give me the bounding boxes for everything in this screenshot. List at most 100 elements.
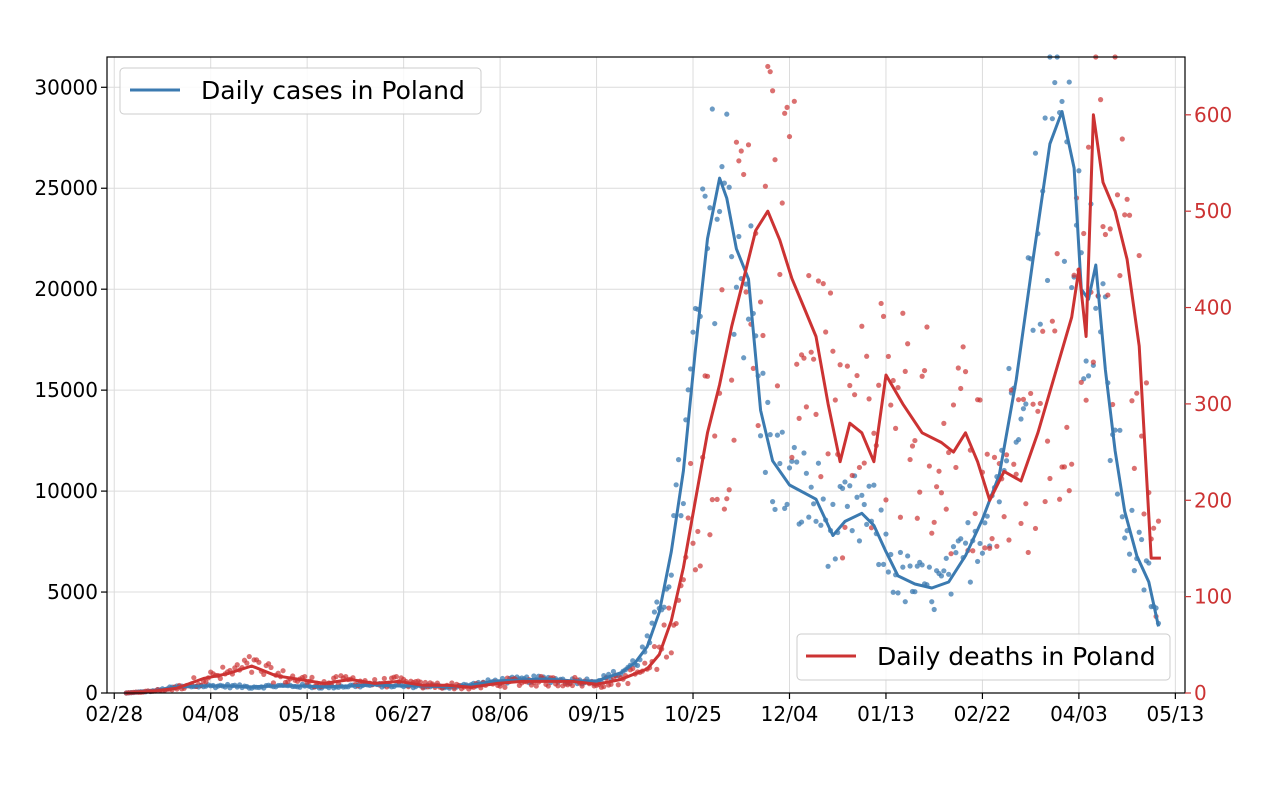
cases-point xyxy=(707,205,713,211)
cases-point xyxy=(678,513,684,519)
deaths-point xyxy=(726,487,732,493)
deaths-point xyxy=(1114,192,1121,198)
cases-point xyxy=(1066,79,1072,85)
cases-point xyxy=(714,216,720,222)
cases-point xyxy=(731,331,737,337)
deaths-point xyxy=(941,420,947,426)
y-right-tick-label: 300 xyxy=(1194,392,1232,416)
deaths-point xyxy=(987,545,993,551)
deaths-point xyxy=(782,110,788,116)
y-right-tick-label: 500 xyxy=(1194,199,1232,223)
cases-point xyxy=(736,233,742,240)
deaths-point xyxy=(1155,518,1162,524)
deaths-point xyxy=(745,142,752,148)
cases-point xyxy=(929,599,935,605)
cases-point xyxy=(760,370,766,376)
cases-point xyxy=(912,589,918,595)
deaths-point xyxy=(721,506,727,512)
y-left-tick-label: 5000 xyxy=(47,580,98,604)
deaths-point xyxy=(1025,549,1031,556)
deaths-point xyxy=(309,674,315,681)
deaths-point xyxy=(830,348,836,354)
deaths-point xyxy=(832,397,838,403)
deaths-point xyxy=(1102,231,1109,238)
deaths-point xyxy=(1006,537,1012,543)
cases-point xyxy=(943,555,949,561)
x-axis: 02/28 04/08 05/18 06/27 08/06 09/15 10/25 12/04… xyxy=(85,693,1204,726)
deaths-point xyxy=(217,675,223,682)
deaths-point xyxy=(893,425,899,431)
cases-point xyxy=(767,432,773,438)
cases-point xyxy=(1085,373,1092,379)
cases-point xyxy=(842,479,848,485)
cases-point xyxy=(967,579,973,585)
deaths-point xyxy=(1030,401,1036,407)
deaths-point xyxy=(861,460,867,466)
deaths-point xyxy=(813,411,819,417)
deaths-line xyxy=(126,113,1161,695)
cases-point xyxy=(634,662,641,669)
cases-point xyxy=(849,528,855,534)
cases-point xyxy=(1015,437,1022,443)
deaths-point xyxy=(931,519,937,525)
cases-point xyxy=(639,644,645,650)
cases-point xyxy=(1076,168,1082,174)
cases-point xyxy=(984,513,990,519)
deaths-point xyxy=(953,464,959,471)
deaths-point xyxy=(651,643,658,650)
cases-point xyxy=(1044,277,1051,284)
deaths-point xyxy=(779,200,785,206)
deaths-point xyxy=(958,385,964,392)
deaths-point xyxy=(692,567,699,573)
cases-point xyxy=(770,499,776,505)
deaths-point xyxy=(912,437,918,444)
cases-point xyxy=(1100,281,1106,287)
cases-point xyxy=(685,387,691,393)
y-left-tick-label: 30000 xyxy=(34,75,98,99)
deaths-point xyxy=(808,349,814,355)
y-right-tick-label: 400 xyxy=(1194,296,1232,320)
deaths-point xyxy=(1097,97,1104,103)
deaths-point xyxy=(1023,501,1029,507)
deaths-point xyxy=(265,661,272,667)
cases-point xyxy=(726,184,732,190)
cases-point xyxy=(700,186,706,192)
y-right-tick-label: 600 xyxy=(1194,103,1232,127)
cases-point xyxy=(914,563,920,569)
deaths-point xyxy=(880,313,887,319)
deaths-point xyxy=(1119,136,1125,142)
deaths-point xyxy=(615,682,621,688)
deaths-point xyxy=(864,353,870,359)
cases-point xyxy=(897,549,904,556)
deaths-point xyxy=(714,496,720,502)
deaths-point xyxy=(249,669,255,675)
legend-cases-box xyxy=(119,67,482,115)
cases-point xyxy=(880,561,887,567)
deaths-point xyxy=(827,290,834,296)
cases-point xyxy=(1032,150,1039,156)
y-left-tick-label: 15000 xyxy=(34,378,98,402)
deaths-point xyxy=(924,324,930,330)
deaths-point xyxy=(1122,212,1128,218)
deaths-point xyxy=(847,382,853,389)
cases-point xyxy=(962,540,969,546)
deaths-point xyxy=(878,300,884,307)
cases-point xyxy=(757,433,764,439)
deaths-point xyxy=(767,69,773,75)
cases-point xyxy=(931,606,937,613)
cases-point xyxy=(786,465,793,471)
cases-point xyxy=(950,544,957,550)
cases-point xyxy=(813,518,819,524)
deaths-point xyxy=(1100,223,1106,230)
cases-point xyxy=(1042,115,1048,121)
deaths-point xyxy=(757,299,764,305)
deaths-point xyxy=(1071,272,1077,278)
deaths-point xyxy=(765,63,771,70)
cases-point xyxy=(844,503,850,509)
y-left-tick-label: 10000 xyxy=(34,479,98,503)
cases-point xyxy=(907,563,913,569)
deaths-point xyxy=(1054,251,1060,257)
deaths-point xyxy=(1047,475,1053,482)
cases-point xyxy=(782,505,788,511)
